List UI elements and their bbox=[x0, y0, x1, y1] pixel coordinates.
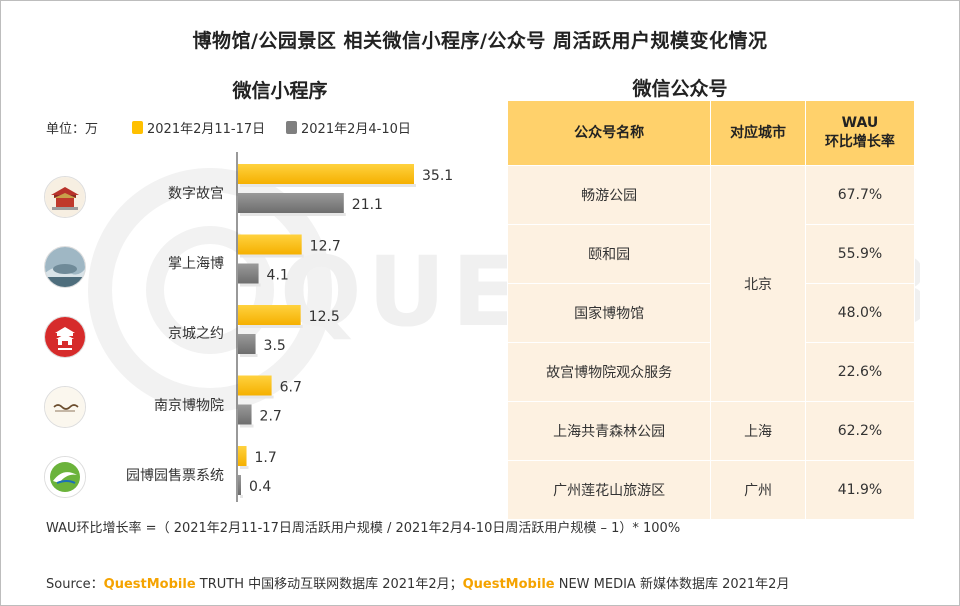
growth-rate: 55.9% bbox=[804, 224, 916, 284]
source-text-1: TRUTH 中国移动互联网数据库 2021年2月； bbox=[195, 577, 463, 592]
growth-rate: 22.6% bbox=[804, 342, 916, 402]
bar-shadow bbox=[240, 354, 258, 357]
city-cell: 北京 bbox=[710, 165, 806, 402]
account-name: 畅游公园 bbox=[506, 165, 712, 225]
account-name: 上海共青森林公园 bbox=[506, 401, 712, 461]
category-label: 数字故宫 bbox=[168, 186, 224, 202]
growth-rate: 41.9% bbox=[804, 460, 916, 520]
source-note: Source：QuestMobile TRUTH 中国移动互联网数据库 2021… bbox=[46, 573, 789, 592]
legend-series-1: 2021年2月11-17日 bbox=[132, 118, 265, 137]
jingcheng-logo-icon bbox=[44, 316, 86, 358]
legend-series-2: 2021年2月4-10日 bbox=[286, 118, 411, 137]
city-cell: 上海 bbox=[710, 401, 806, 461]
bar-shadow bbox=[240, 283, 261, 287]
data-label: 12.7 bbox=[310, 239, 341, 255]
formula-note: WAU环比增长率 =（ 2021年2月11-17日周活跃用户规模 / 2021年… bbox=[46, 521, 681, 536]
data-label: 0.4 bbox=[249, 479, 271, 495]
bar-shadow bbox=[240, 395, 274, 399]
unit-label: 单位：万 bbox=[46, 122, 99, 137]
data-label: 1.7 bbox=[255, 450, 277, 466]
data-label: 3.5 bbox=[264, 338, 286, 354]
legend-swatch-yellow bbox=[132, 121, 143, 134]
data-label: 6.7 bbox=[280, 380, 302, 396]
bar-series-2 bbox=[238, 334, 256, 354]
category-label: 园博园售票系统 bbox=[126, 468, 224, 484]
source-prefix: Source： bbox=[46, 577, 104, 592]
account-name: 颐和园 bbox=[506, 224, 712, 284]
category-label: 京城之约 bbox=[168, 326, 224, 342]
nanjing-museum-logo-icon bbox=[44, 386, 86, 428]
account-name: 广州莲花山旅游区 bbox=[506, 460, 712, 520]
header-growth: WAU 环比增长率 bbox=[804, 100, 916, 166]
bar-shadow bbox=[240, 254, 304, 258]
account-name: 国家博物馆 bbox=[506, 283, 712, 343]
table-row: 颐和园 55.9% bbox=[506, 224, 916, 284]
table-row: 上海共青森林公园 上海 62.2% bbox=[506, 401, 916, 461]
growth-rate: 62.2% bbox=[804, 401, 916, 461]
growth-rate: 67.7% bbox=[804, 165, 916, 225]
legend-label-2: 2021年2月4-10日 bbox=[301, 122, 411, 137]
table-row: 畅游公园 北京 67.7% bbox=[506, 165, 916, 402]
bar-series-1 bbox=[238, 305, 301, 325]
legend-label-1: 2021年2月11-17日 bbox=[147, 122, 266, 137]
category-label: 南京博物院 bbox=[154, 398, 224, 414]
bar-chart: 35.1 21.1 12.7 4.1 12.5 3.5 6.7 2.7 1.7 0.4 bbox=[236, 152, 453, 502]
growth-rate: 48.0% bbox=[804, 283, 916, 343]
bar-shadow bbox=[240, 325, 303, 328]
expo-park-logo-icon bbox=[44, 456, 86, 498]
data-label: 4.1 bbox=[267, 268, 289, 284]
bar-shadow bbox=[240, 424, 254, 428]
bar-series-1 bbox=[238, 446, 247, 466]
official-account-table: 公众号名称 对应城市 WAU 环比增长率 畅游公园 北京 67.7% 颐和园 5… bbox=[506, 100, 916, 520]
mini-program-title: 微信小程序 bbox=[232, 80, 328, 102]
data-label: 21.1 bbox=[352, 197, 383, 213]
table-row: 故宫博物院观众服务 22.6% bbox=[506, 342, 916, 402]
bar-shadow bbox=[240, 213, 346, 216]
bar-series-2 bbox=[238, 475, 241, 495]
bar-shadow bbox=[240, 466, 249, 469]
bar-shadow bbox=[240, 495, 243, 498]
category-label: 掌上海博 bbox=[168, 256, 224, 272]
legend-swatch-gray bbox=[286, 121, 297, 134]
table-row: 广州莲花山旅游区 广州 41.9% bbox=[506, 460, 916, 520]
data-label: 2.7 bbox=[260, 409, 282, 425]
bar-series-2 bbox=[238, 263, 259, 284]
bar-series-1 bbox=[238, 234, 302, 255]
bar-shadow bbox=[240, 184, 416, 187]
source-brand-1: QuestMobile bbox=[103, 577, 196, 592]
header-account-name: 公众号名称 bbox=[506, 100, 712, 166]
official-account-title: 微信公众号 bbox=[632, 78, 728, 100]
city-cell: 广州 bbox=[710, 460, 806, 520]
bar-series-2 bbox=[238, 193, 344, 213]
bar-series-1 bbox=[238, 164, 414, 184]
bar-series-2 bbox=[238, 404, 252, 425]
data-label: 12.5 bbox=[309, 309, 340, 325]
account-name: 故宫博物院观众服务 bbox=[506, 342, 712, 402]
page-title: 博物馆/公园景区 相关微信小程序/公众号 周活跃用户规模变化情况 bbox=[192, 30, 768, 52]
forbidden-city-logo-icon bbox=[44, 176, 86, 218]
header-city: 对应城市 bbox=[710, 100, 806, 166]
bar-series-1 bbox=[238, 375, 272, 396]
source-brand-2: QuestMobile bbox=[462, 577, 555, 592]
shanghai-museum-logo-icon bbox=[44, 246, 86, 288]
table-row: 国家博物馆 48.0% bbox=[506, 283, 916, 343]
data-label: 35.1 bbox=[422, 168, 453, 184]
source-text-2: NEW MEDIA 新媒体数据库 2021年2月 bbox=[554, 577, 790, 592]
